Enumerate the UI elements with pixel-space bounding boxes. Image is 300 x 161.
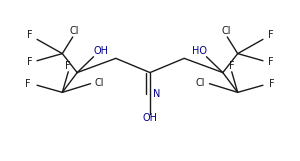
Text: F: F bbox=[65, 61, 71, 71]
Text: F: F bbox=[229, 61, 235, 71]
Text: HO: HO bbox=[191, 46, 206, 56]
Text: F: F bbox=[268, 30, 273, 40]
Text: F: F bbox=[27, 57, 32, 66]
Text: Cl: Cl bbox=[221, 26, 230, 36]
Text: Cl: Cl bbox=[196, 78, 205, 88]
Text: F: F bbox=[269, 79, 275, 89]
Text: F: F bbox=[268, 57, 273, 66]
Text: F: F bbox=[25, 79, 31, 89]
Text: F: F bbox=[27, 30, 32, 40]
Text: OH: OH bbox=[94, 46, 109, 56]
Text: Cl: Cl bbox=[70, 26, 79, 36]
Text: N: N bbox=[153, 89, 160, 99]
Text: OH: OH bbox=[142, 113, 158, 123]
Text: Cl: Cl bbox=[95, 78, 104, 88]
